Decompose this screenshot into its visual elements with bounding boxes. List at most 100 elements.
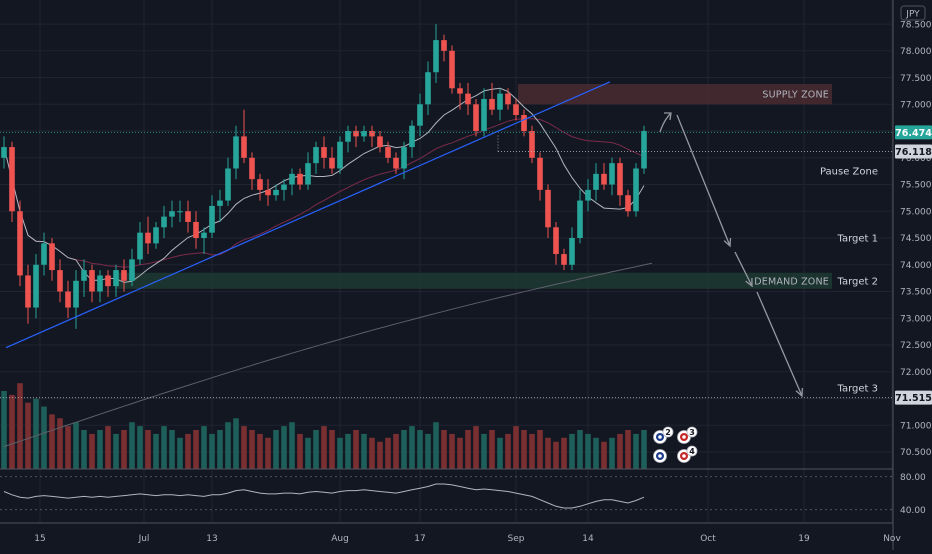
candle-body-34 <box>273 189 279 196</box>
volume-bar-80 <box>641 430 647 469</box>
candle-body-5 <box>41 243 47 265</box>
candle-body-35 <box>281 184 287 190</box>
volume-bar-74 <box>593 437 599 469</box>
candle-body-66 <box>529 131 535 158</box>
candle-48 <box>385 141 391 164</box>
volume-bar-26 <box>209 433 215 469</box>
price-tick-9: 75.000 <box>900 207 932 217</box>
volume-bar-24 <box>193 430 199 469</box>
candle-41 <box>329 147 335 174</box>
candle-12 <box>97 270 103 303</box>
candle-53 <box>425 61 431 115</box>
event-flag-icon-2[interactable] <box>653 449 667 463</box>
price-tick-7: 74.000 <box>900 261 932 271</box>
candle-42 <box>337 136 343 174</box>
candle-body-31 <box>249 157 255 180</box>
volume-bar-76 <box>609 437 615 469</box>
candle-body-45 <box>361 131 367 137</box>
candle-10 <box>81 259 87 297</box>
candle-body-59 <box>473 104 479 132</box>
candle-body-26 <box>209 205 215 233</box>
price-axis[interactable]: 70.50071.00071.50072.00072.50073.00073.5… <box>892 0 932 550</box>
arrow-leg-1 <box>676 114 731 247</box>
currency-badge[interactable]: JPY <box>900 5 926 21</box>
event-flag-icon-3[interactable]: 4 <box>677 445 698 463</box>
candle-body-67 <box>537 157 543 190</box>
candle-72 <box>577 189 583 244</box>
candle-79 <box>633 163 639 217</box>
candles[interactable] <box>1 24 647 329</box>
rsi-pane <box>0 468 893 524</box>
rsi-tick-0: 40.00 <box>900 506 926 516</box>
volume-bar-63 <box>505 433 511 469</box>
candle-5 <box>41 232 47 276</box>
candle-body-61 <box>489 98 495 110</box>
event-flag-icon-1[interactable]: 3 <box>677 426 698 444</box>
candle-75 <box>601 163 607 190</box>
candle-60 <box>481 88 487 137</box>
candle-body-55 <box>441 40 447 51</box>
time-tick-7: Oct <box>700 534 716 544</box>
candle-body-6 <box>49 243 55 271</box>
volume-bar-31 <box>249 430 255 469</box>
volume-bar-42 <box>337 437 343 469</box>
candle-35 <box>281 179 287 201</box>
price-badge-1 <box>895 144 932 159</box>
candle-55 <box>441 34 447 62</box>
volume-bar-18 <box>145 430 151 469</box>
event-flag-icon-0[interactable]: 2 <box>653 426 674 444</box>
time-axis[interactable]: 15Jul13Aug17Sep14Oct19Nov16 <box>34 534 932 544</box>
volume-bar-40 <box>321 426 327 469</box>
price-badge-label-2: 71.515 <box>895 393 932 404</box>
event-markers[interactable]: 2 3 4 <box>653 426 698 463</box>
currency-label: JPY <box>905 10 920 20</box>
ma-slow-line <box>3 118 645 268</box>
price-tick-15: 78.000 <box>900 47 932 57</box>
volume-bar-60 <box>481 433 487 469</box>
candle-body-15 <box>121 270 127 281</box>
volume-bar-6 <box>49 414 55 469</box>
candle-body-30 <box>241 136 247 158</box>
candle-23 <box>185 200 191 233</box>
event-count-1: 3 <box>689 428 695 437</box>
volume-bar-67 <box>537 430 543 469</box>
volume-bar-56 <box>449 433 455 469</box>
price-badge-label-0: 76.474 <box>895 128 932 139</box>
candle-body-60 <box>481 98 487 132</box>
event-flag-center-2 <box>658 454 662 458</box>
price-badges: 76.474 76.118 71.515 <box>895 125 932 405</box>
time-tick-1: Jul <box>138 534 150 544</box>
event-count-0: 2 <box>665 428 671 437</box>
volume-bar-0 <box>1 391 7 469</box>
volume-bar-57 <box>457 437 463 469</box>
candle-24 <box>193 211 199 249</box>
price-badge-0 <box>895 125 932 140</box>
volume-bar-4 <box>33 398 39 469</box>
candle-body-71 <box>569 238 575 265</box>
candle-body-24 <box>193 221 199 239</box>
candle-body-77 <box>617 163 623 196</box>
candle-28 <box>225 157 231 206</box>
volume-bar-78 <box>625 430 631 469</box>
volume-bar-44 <box>353 430 359 469</box>
time-tick-5: Sep <box>508 534 525 544</box>
candle-body-63 <box>505 93 511 105</box>
candle-45 <box>361 125 367 142</box>
candle-61 <box>489 82 495 115</box>
candle-body-9 <box>73 280 79 308</box>
candle-25 <box>201 227 207 255</box>
price-tick-6: 73.500 <box>900 288 932 298</box>
candle-body-10 <box>81 270 87 281</box>
time-tick-3: Aug <box>331 534 349 544</box>
arrow-leg-2 <box>734 251 753 287</box>
candle-27 <box>217 189 223 222</box>
candle-body-57 <box>457 88 463 94</box>
candle-body-46 <box>369 131 375 137</box>
candle-13 <box>105 270 111 297</box>
volume-bar-45 <box>361 433 367 469</box>
volume-bar-51 <box>409 426 415 469</box>
candle-body-51 <box>409 125 415 148</box>
time-tick-9: Nov <box>883 534 901 544</box>
